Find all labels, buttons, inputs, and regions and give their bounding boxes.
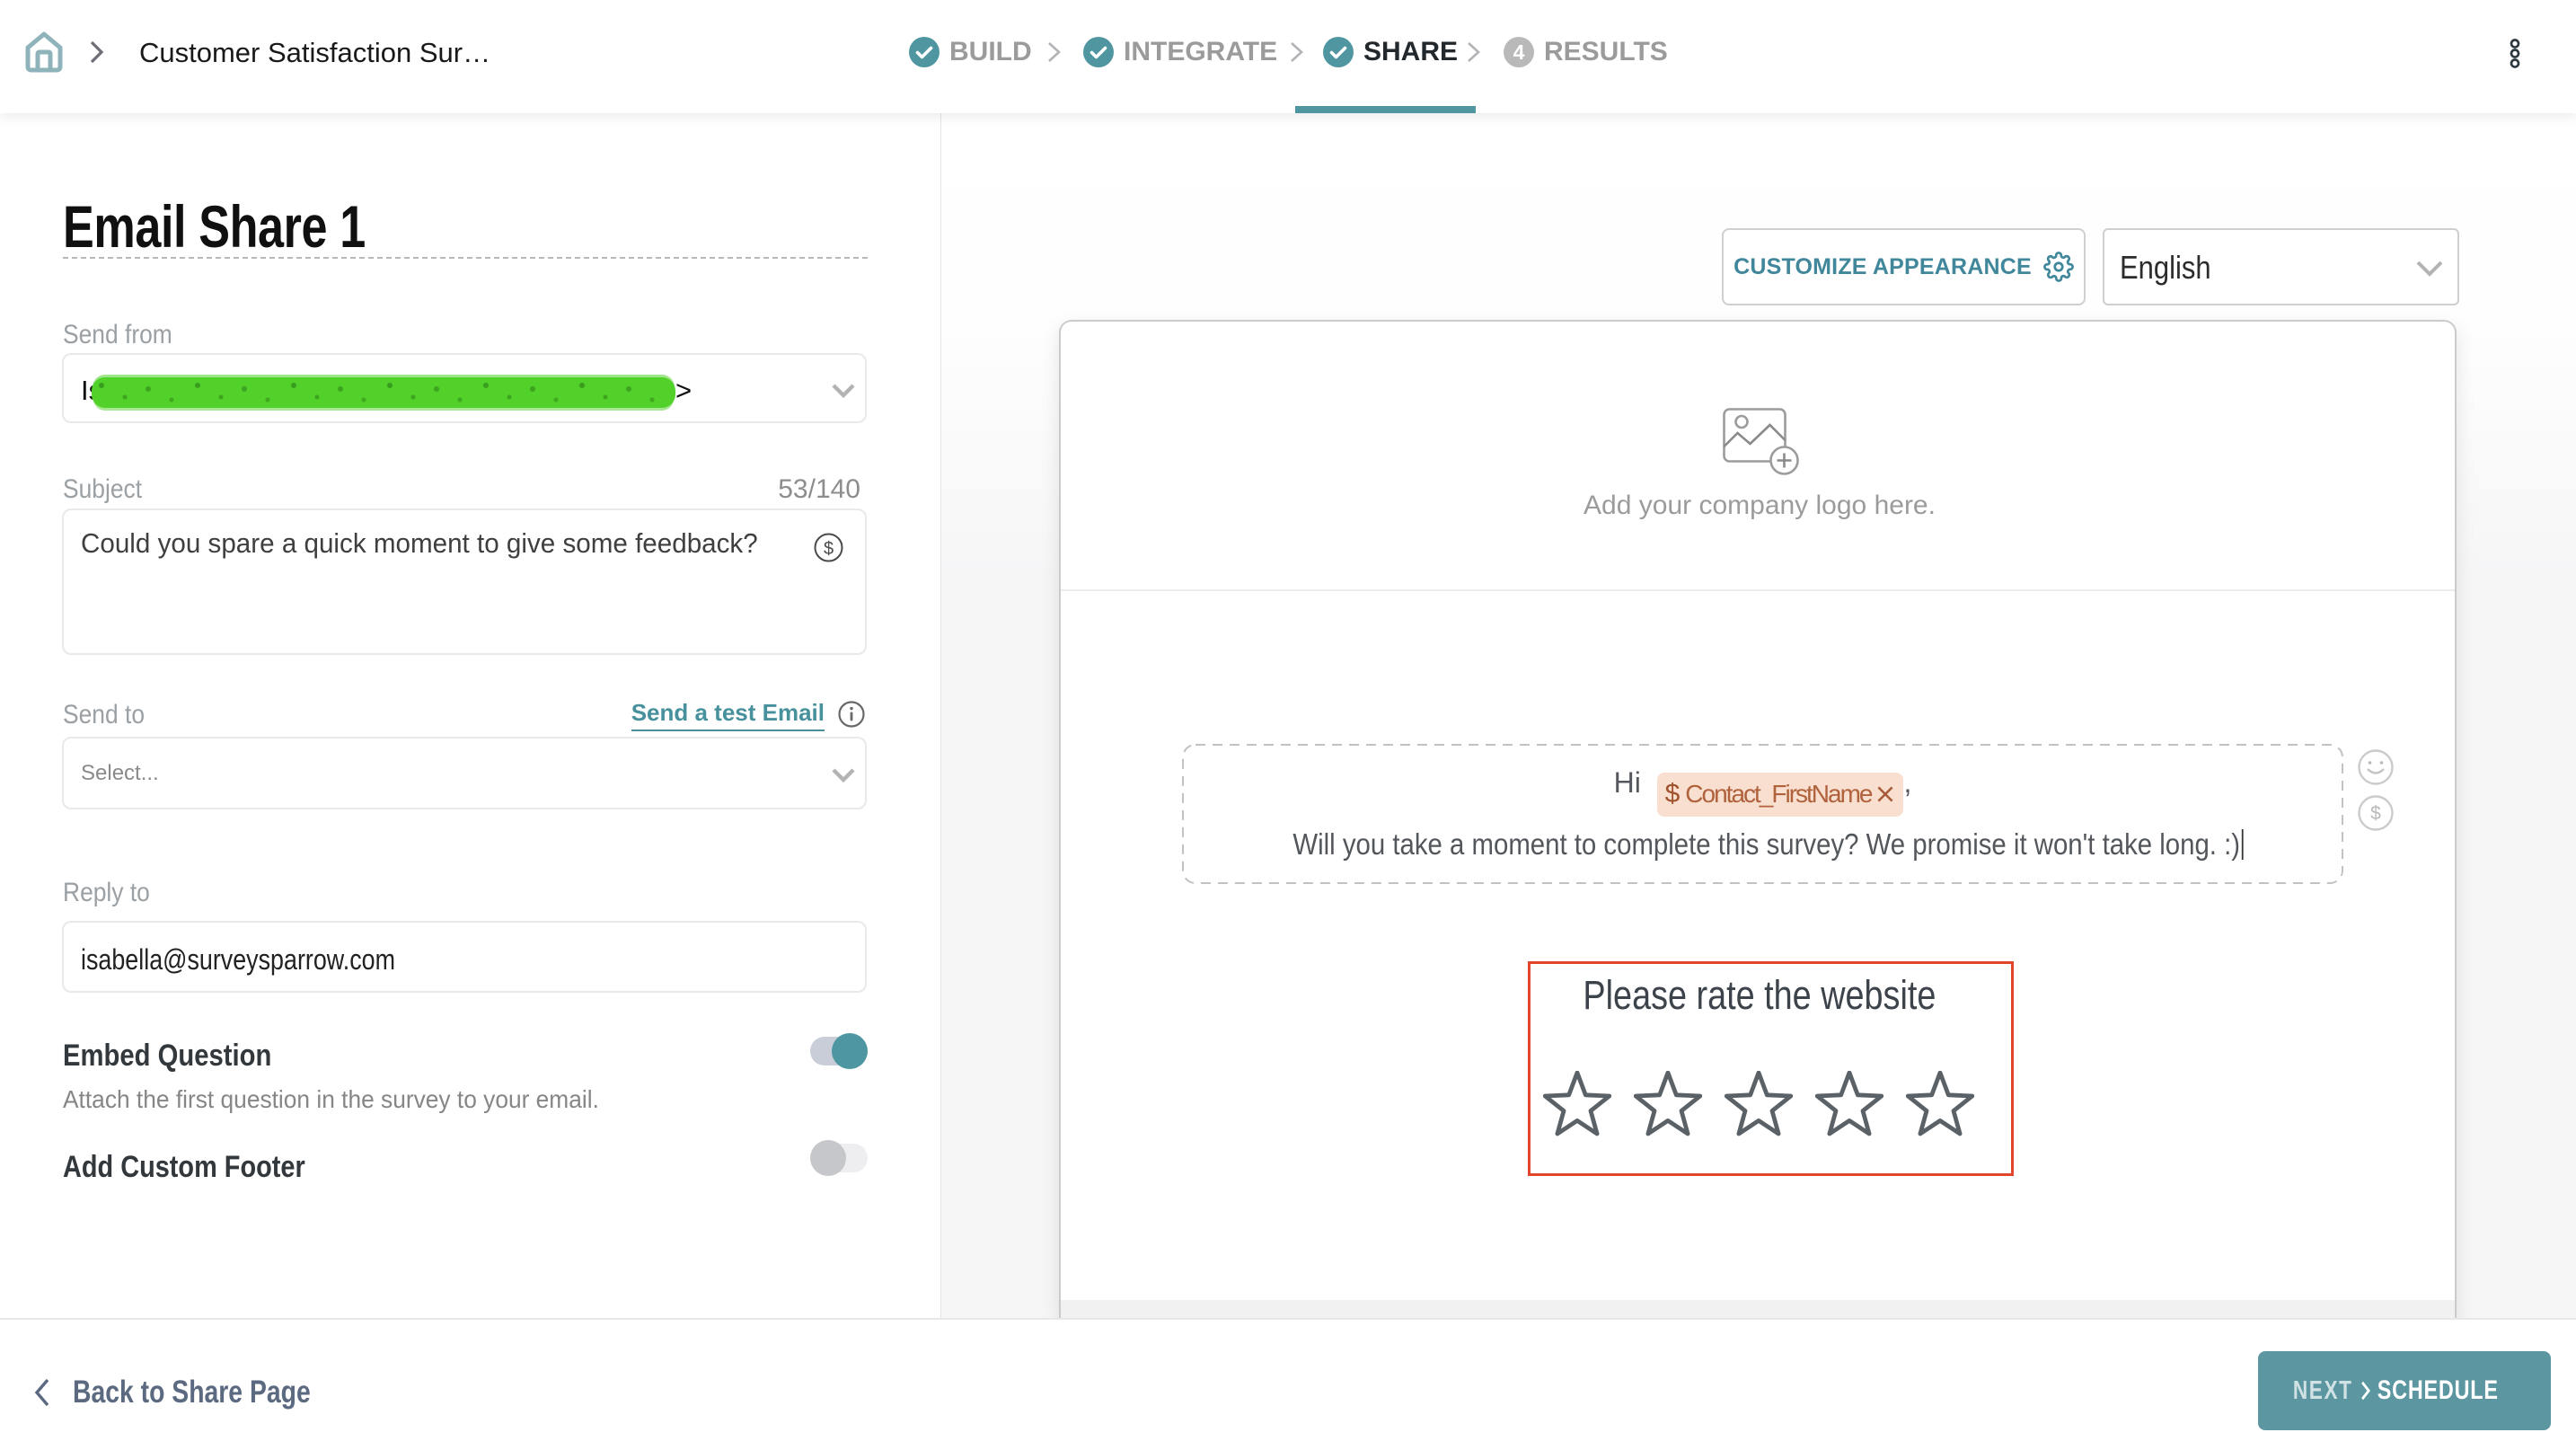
svg-text:4: 4	[1513, 40, 1525, 64]
svg-text:$: $	[2370, 803, 2381, 824]
svg-text:$: $	[824, 539, 834, 559]
